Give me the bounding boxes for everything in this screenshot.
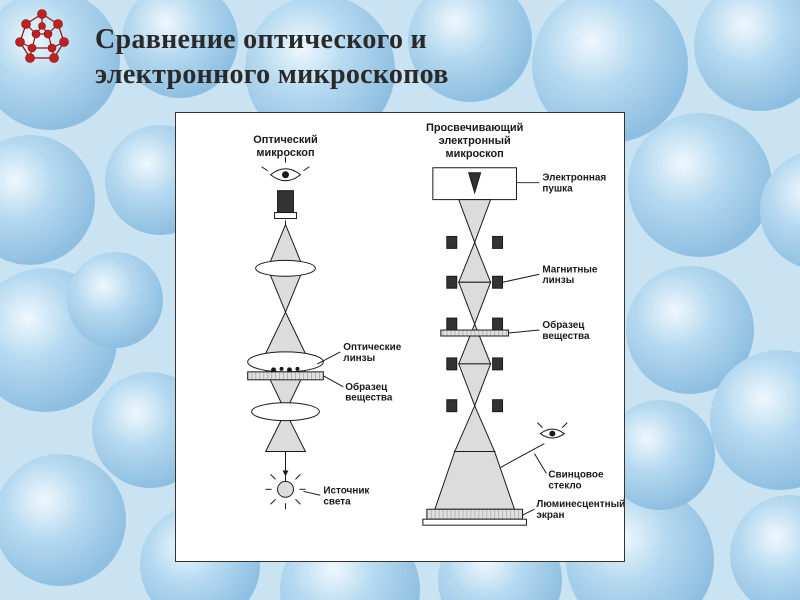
lead-glass [501,444,545,468]
ocular-lens [256,260,316,276]
label-mlens-2: линзы [542,275,574,286]
label-gun-2: пушка [542,184,573,195]
label-optical-sample-1: Образец [345,382,388,393]
comparison-diagram: Оптический микроскоп [175,112,625,562]
objective-lens-1 [248,352,324,372]
label-light-source-2: света [323,496,351,507]
label-tem-sample-1: Образец [542,320,585,331]
eye-icon [262,157,310,181]
electron-microscope: Просвечивающий электронный микроскоп [423,122,624,525]
slide-title: Сравнение оптического и электронного мик… [95,22,449,92]
optical-microscope: Оптический микроскоп [248,134,402,509]
tem-title-2: электронный [439,135,511,147]
title-line-2: электронного микроскопов [95,57,449,92]
fullerene-icon [12,8,72,68]
label-tem-sample-2: вещества [542,331,590,342]
optical-sample-stage [248,372,324,380]
label-optical-sample-2: вещества [345,393,393,404]
label-gun-1: Электронная [542,173,606,184]
label-screen-1: Люминесцентный [536,499,624,510]
fluorescent-screen [427,509,523,519]
label-optical-lens-2: линзы [343,353,375,364]
tem-title-3: микроскоп [446,148,504,160]
label-glass-1: Свинцовое [548,469,604,480]
tem-sample-stage [441,330,509,336]
title-line-1: Сравнение оптического и [95,22,449,57]
objective-lens-2 [252,403,320,421]
label-light-source-1: Источник [323,485,369,496]
label-glass-2: стекло [548,480,581,491]
eyepiece [278,191,294,213]
label-optical-lens-1: Оптические [343,342,401,353]
tem-eye-icon [537,423,567,438]
label-mlens-1: Магнитные [542,264,598,275]
label-screen-2: экран [536,510,564,521]
optical-title-1: Оптический [253,134,317,146]
tem-title-1: Просвечивающий [426,122,523,134]
